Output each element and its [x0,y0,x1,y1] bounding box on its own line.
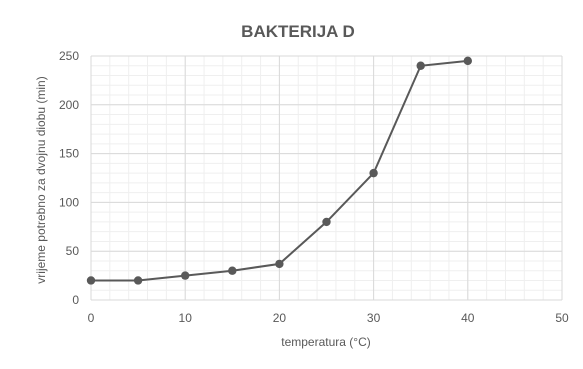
y-tick-labels: 0 50 100 150 200 250 [59,49,79,307]
y-tick-label: 0 [72,293,79,307]
x-tick-label: 40 [461,311,475,325]
y-tick-label: 250 [59,49,79,63]
data-point [416,61,425,70]
x-tick-labels: 0 10 20 30 40 50 [88,311,569,325]
data-point [322,217,331,227]
x-tick-label: 50 [555,311,569,325]
data-point [463,56,472,66]
data-point [86,276,96,285]
data-point [181,271,190,280]
x-tick-label: 10 [179,311,193,325]
data-points [86,56,472,285]
y-tick-label: 150 [59,147,79,161]
x-axis-label: temperatura (°C) [281,335,371,349]
major-gridlines [90,55,563,301]
data-point [133,276,143,285]
y-tick-label: 100 [59,195,79,209]
chart-title: BAKTERIJA D [241,22,355,41]
x-tick-label: 20 [273,311,287,325]
data-point [275,259,284,269]
y-tick-label: 200 [59,98,79,112]
data-point [369,168,378,178]
x-tick-label: 0 [88,311,95,325]
x-tick-label: 30 [367,311,381,325]
y-tick-label: 50 [66,244,80,258]
y-axis-label: vrijeme potrebno za dvojnu diobu (min) [34,76,48,283]
data-point [228,266,237,275]
